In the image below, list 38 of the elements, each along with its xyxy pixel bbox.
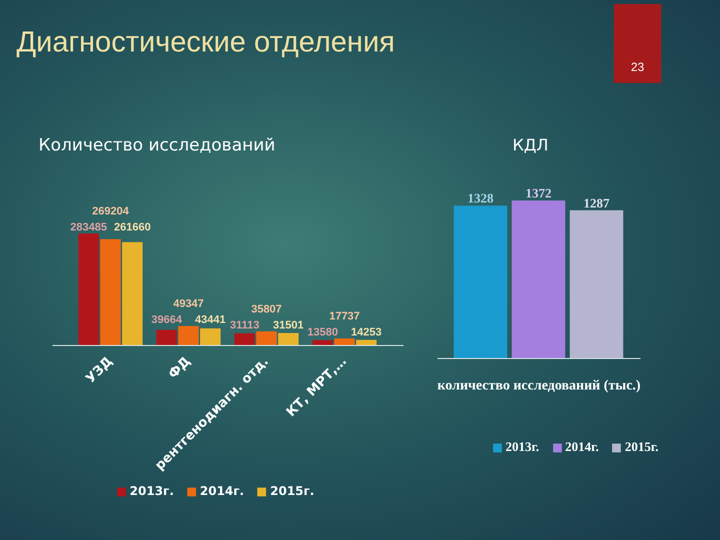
- bar: [122, 242, 143, 346]
- text: 23: [630, 60, 644, 74]
- bar: [178, 326, 199, 346]
- legend-label: 2014г.: [565, 439, 599, 455]
- bar: [334, 338, 355, 346]
- data-label: 31113: [230, 319, 260, 332]
- data-label: 1287: [584, 195, 610, 210]
- legend-label: 2015г.: [624, 439, 659, 455]
- legend-label: 2013г.: [130, 484, 174, 498]
- bar: [156, 330, 177, 346]
- data-label: 1372: [526, 186, 552, 200]
- bar: [200, 328, 221, 346]
- chart-subtitle: Количество исследований: [38, 136, 276, 156]
- bar: [234, 333, 255, 346]
- data-label: 261660: [114, 222, 151, 234]
- data-label: 43441: [195, 314, 226, 326]
- x-axis-title: количество исследований (тыс.): [437, 378, 641, 394]
- data-label: 269204: [92, 206, 130, 218]
- data-label: 39664: [151, 314, 183, 326]
- legend-label: 2013г.: [505, 439, 540, 455]
- chart-title: КДЛ: [512, 136, 548, 154]
- data-label: 1328: [468, 190, 494, 206]
- bar: [78, 234, 99, 346]
- data-label: 31501: [273, 319, 304, 332]
- data-label: 35807: [251, 303, 282, 316]
- bar: [312, 340, 333, 346]
- data-label: 283485: [70, 222, 108, 234]
- bar: [278, 333, 299, 346]
- data-label: 14253: [351, 326, 382, 338]
- chart-title: Диагностические отделения: [16, 26, 395, 58]
- x-tick-label: ФД: [166, 354, 194, 382]
- legend-label: 2015г.: [270, 484, 314, 498]
- legend-label: 2014г.: [200, 484, 244, 498]
- data-label: 49347: [173, 298, 204, 310]
- data-label: 17737: [329, 310, 360, 322]
- bar: [100, 239, 121, 346]
- bar: [256, 331, 277, 346]
- data-label: 13580: [307, 326, 338, 338]
